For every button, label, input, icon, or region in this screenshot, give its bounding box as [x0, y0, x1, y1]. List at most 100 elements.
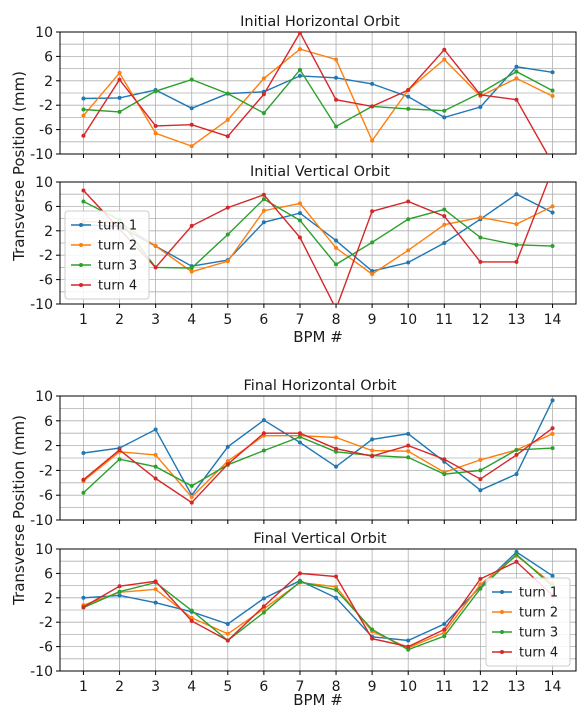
data-point: [297, 440, 302, 445]
x-tick-label: 2: [115, 312, 124, 328]
data-point: [334, 245, 339, 250]
data-point: [117, 77, 122, 82]
series-line: [83, 202, 553, 275]
series-line: [83, 433, 553, 499]
data-point: [442, 207, 447, 212]
x-tick-label: 6: [259, 312, 268, 328]
data-point: [117, 447, 122, 452]
y-tick-label: 10: [35, 175, 53, 191]
x-tick-label: 13: [508, 312, 526, 328]
data-point: [225, 631, 230, 636]
data-point: [334, 446, 339, 451]
data-point: [189, 106, 194, 111]
data-point: [261, 92, 266, 97]
x-tick-label: 8: [332, 312, 341, 328]
data-point: [261, 197, 266, 202]
data-point: [153, 464, 158, 469]
data-point: [81, 96, 86, 101]
data-point: [406, 94, 411, 99]
data-point: [514, 97, 519, 102]
data-point: [442, 57, 447, 62]
legend-swatch-marker: [79, 263, 83, 267]
data-point: [406, 87, 411, 92]
x-tick-label: 4: [187, 312, 196, 328]
y-tick-label: -2: [39, 615, 53, 631]
series-line: [83, 554, 553, 649]
x-tick-label: 12: [471, 679, 489, 695]
data-point: [334, 574, 339, 579]
y-tick-label: 10: [35, 25, 53, 41]
data-point: [189, 122, 194, 127]
x-tick-label: 3: [151, 312, 160, 328]
legend-label: turn 4: [519, 646, 558, 661]
data-point: [550, 70, 555, 75]
data-point: [153, 123, 158, 128]
x-tick-label: 3: [151, 679, 160, 695]
data-point: [514, 192, 519, 197]
data-point: [153, 265, 158, 270]
data-point: [81, 477, 86, 482]
legend-swatch-marker: [500, 650, 504, 654]
data-point: [189, 269, 194, 274]
plot-frame: [59, 548, 577, 672]
x-tick-label: 9: [368, 679, 377, 695]
data-point: [189, 223, 194, 228]
data-point: [153, 131, 158, 136]
data-point: [297, 67, 302, 72]
data-point: [442, 457, 447, 462]
data-point: [297, 32, 302, 35]
data-point: [514, 222, 519, 227]
y-tick-label: -10: [30, 297, 53, 313]
series-line: [83, 198, 553, 269]
data-point: [370, 104, 375, 109]
y-tick-label: -10: [30, 664, 53, 680]
data-point: [81, 133, 86, 138]
data-point: [225, 444, 230, 449]
x-tick-label: 5: [223, 312, 232, 328]
series-line: [82, 32, 549, 154]
data-point: [117, 593, 122, 598]
data-point: [117, 109, 122, 114]
data-point: [478, 477, 483, 482]
panel-2: 10 6 2 -2 -6 -10 Final Horizontal Orbit: [30, 378, 577, 529]
data-point: [442, 222, 447, 227]
data-point: [261, 76, 266, 81]
y-tick-label: -2: [39, 248, 53, 264]
plot-frame: [59, 181, 577, 305]
data-point: [297, 235, 302, 240]
data-point: [189, 500, 194, 505]
data-point: [117, 589, 122, 594]
series-group: [81, 398, 555, 505]
y-tick-label: 6: [44, 49, 53, 65]
data-point: [225, 259, 230, 264]
data-point: [225, 205, 230, 210]
data-point: [153, 587, 158, 592]
data-point: [225, 459, 230, 464]
data-point: [81, 595, 86, 600]
x-tick-label: 7: [295, 679, 304, 695]
data-point: [514, 452, 519, 457]
legend-label: turn 1: [519, 586, 558, 601]
data-point: [153, 452, 158, 457]
y-tick-label: 10: [35, 389, 53, 405]
x-tick-label: 2: [115, 679, 124, 695]
x-axis-label-initial: BPM #: [293, 328, 343, 346]
data-point: [189, 495, 194, 500]
data-point: [406, 248, 411, 253]
series-line: [83, 193, 553, 272]
data-point: [406, 644, 411, 649]
data-point: [442, 214, 447, 219]
panel-title: Final Horizontal Orbit: [244, 378, 397, 394]
panel-title: Final Vertical Orbit: [253, 531, 387, 547]
data-point: [514, 69, 519, 74]
data-point: [550, 573, 555, 578]
panel-title: Initial Vertical Orbit: [250, 164, 390, 180]
data-point: [370, 209, 375, 214]
data-point: [189, 266, 194, 271]
x-tick-label: 14: [544, 312, 562, 328]
legend: turn 1 turn 2 turn 3 turn 4: [485, 577, 571, 667]
data-point: [297, 73, 302, 78]
data-point: [514, 76, 519, 81]
data-point: [550, 446, 555, 451]
